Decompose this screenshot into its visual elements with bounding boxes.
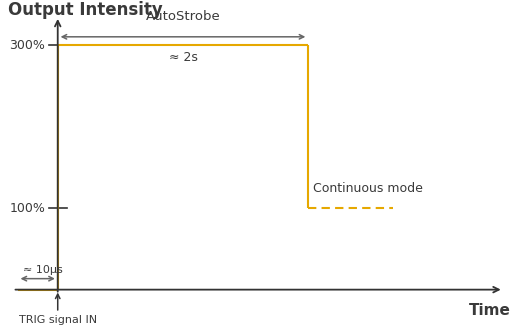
Text: AutoStrobe: AutoStrobe	[146, 10, 220, 23]
Text: ≈ 10μs: ≈ 10μs	[23, 265, 62, 275]
Text: 100%: 100%	[9, 202, 45, 215]
Text: TRIG signal IN: TRIG signal IN	[19, 315, 97, 325]
Text: Time: Time	[469, 303, 511, 318]
Text: Continuous mode: Continuous mode	[313, 182, 423, 195]
Text: ≈ 2s: ≈ 2s	[168, 52, 198, 64]
Text: Output Intensity: Output Intensity	[8, 1, 162, 19]
Text: 300%: 300%	[9, 39, 45, 52]
